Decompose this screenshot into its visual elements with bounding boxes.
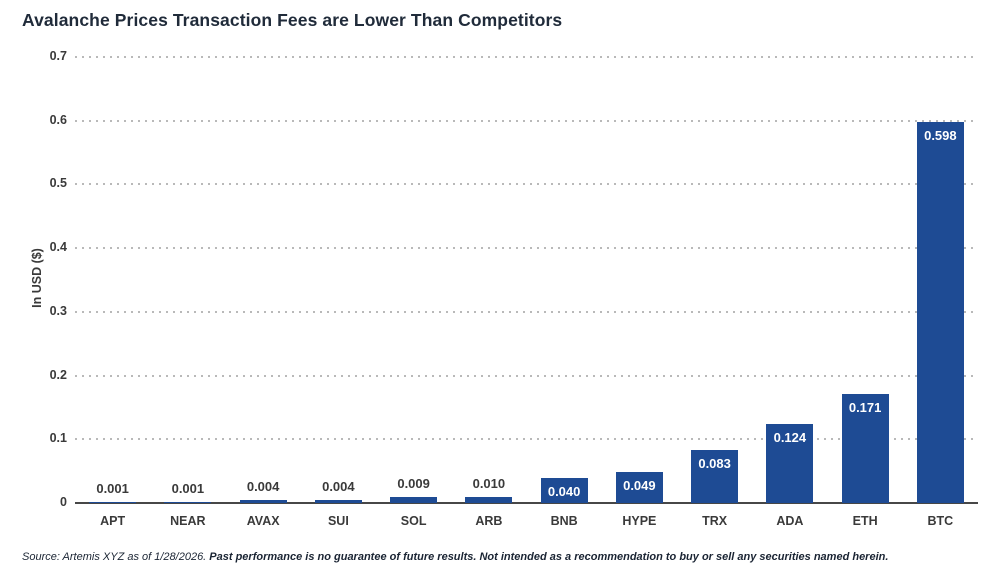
gridline-0.6 — [75, 119, 978, 122]
bar-value-label: 0.004 — [246, 479, 280, 494]
bar-ada — [766, 424, 814, 503]
bar-sui — [314, 500, 362, 503]
x-tick-label-eth: ETH — [852, 514, 878, 528]
y-tick-label: 0.4 — [49, 240, 67, 255]
gridline-0.2 — [75, 374, 978, 377]
chart-title: Avalanche Prices Transaction Fees are Lo… — [22, 10, 563, 30]
x-tick-label-near: NEAR — [170, 514, 206, 528]
source-text: Source: Artemis XYZ as of 1/28/2026. — [22, 551, 210, 563]
bar-arb — [465, 497, 513, 503]
x-tick-label-hype: HYPE — [622, 514, 657, 528]
bar-value-label: 0.083 — [698, 456, 731, 471]
bar-near — [164, 502, 212, 503]
bar-eth — [841, 394, 889, 503]
bar-btc — [916, 122, 964, 503]
x-tick-label-trx: TRX — [702, 514, 728, 528]
y-tick-label: 0.3 — [49, 303, 67, 318]
disclaimer-text: Past performance is no guarantee of futu… — [209, 551, 889, 563]
gridline-0.7 — [75, 56, 978, 58]
bar-value-label: 0.001 — [96, 481, 129, 496]
x-tick-label-arb: ARB — [475, 514, 503, 528]
bar-value-label: 0.001 — [171, 481, 205, 496]
bar-value-label: 0.049 — [623, 478, 656, 493]
x-tick-label-bnb: BNB — [550, 514, 578, 528]
bar-value-label: 0.010 — [472, 476, 506, 491]
gridline-0.1 — [75, 438, 978, 441]
bar-value-label: 0.124 — [773, 430, 807, 445]
bar-value-label: 0.004 — [322, 479, 355, 494]
source-line: Source: Artemis XYZ as of 1/28/2026. Pas… — [22, 551, 888, 563]
bar-hype — [615, 472, 663, 503]
y-tick-label: 0.1 — [49, 431, 67, 446]
y-tick-label: 0.5 — [49, 176, 67, 191]
x-tick-label-apt: APT — [100, 514, 126, 528]
gridline-0.3 — [75, 310, 978, 313]
x-tick-label-avax: AVAX — [246, 514, 280, 528]
bar-value-label: 0.040 — [547, 484, 581, 499]
bar-apt — [89, 502, 137, 503]
bar-value-label: 0.598 — [924, 128, 957, 143]
bar-sol — [390, 497, 438, 503]
x-tick-label-btc: BTC — [927, 514, 954, 528]
bar-value-label: 0.009 — [397, 476, 430, 491]
x-tick-label-sui: SUI — [327, 514, 349, 528]
gridline-0.5 — [75, 183, 978, 186]
y-tick-label: 0.2 — [49, 367, 67, 382]
y-tick-label: 0.7 — [49, 49, 67, 63]
gridline-0.4 — [75, 247, 978, 250]
y-tick-label: 0.6 — [49, 112, 67, 127]
bar-trx — [691, 450, 739, 503]
x-tick-label-sol: SOL — [400, 514, 427, 528]
y-tick-label: 0 — [60, 495, 67, 509]
x-axis-line — [75, 502, 978, 504]
bar-value-label: 0.171 — [848, 400, 882, 415]
bar-avax — [239, 500, 287, 503]
bar-bnb — [540, 478, 588, 503]
x-tick-label-ada: ADA — [776, 514, 804, 528]
